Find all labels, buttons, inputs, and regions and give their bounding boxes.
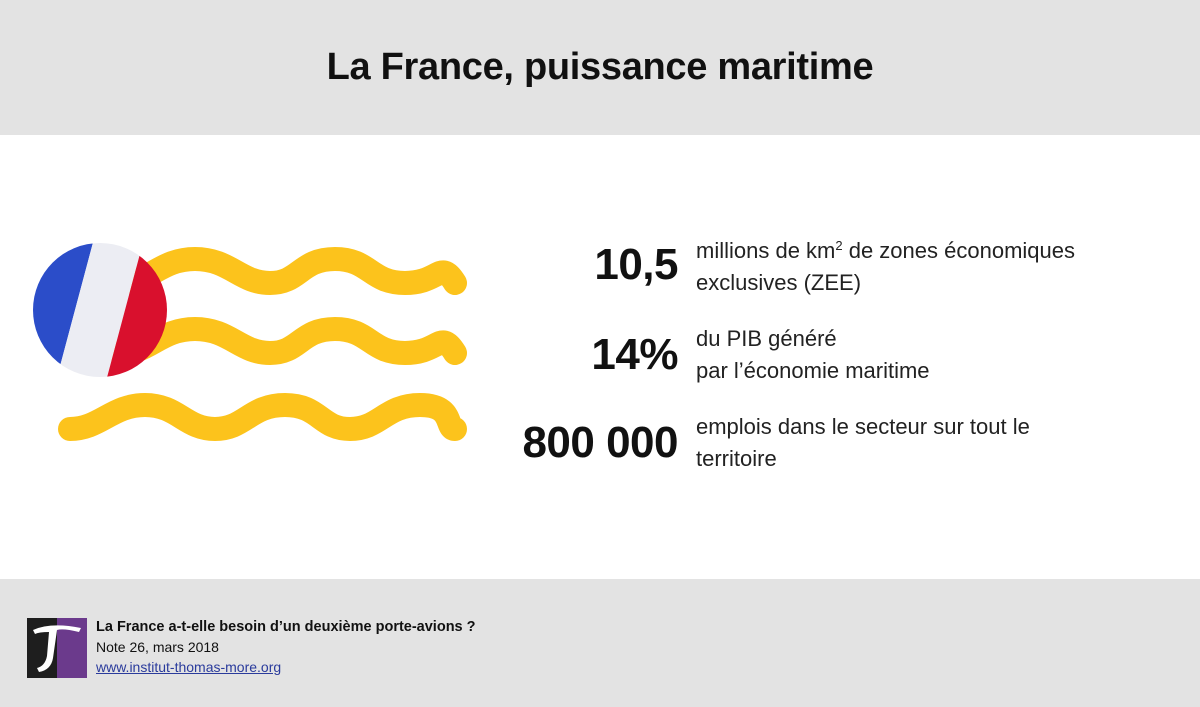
website-link[interactable]: www.institut-thomas-more.org bbox=[96, 659, 282, 675]
stats-list: 10,5 millions de km2 de zones économique… bbox=[480, 230, 1180, 499]
maritime-illustration bbox=[33, 243, 467, 442]
footer-bar: La France a-t-elle besoin d’un deuxième … bbox=[0, 579, 1200, 707]
stat-desc-line: exclusives (ZEE) bbox=[696, 270, 862, 295]
header-bar: La France, puissance maritime bbox=[0, 0, 1200, 135]
institut-logo-icon bbox=[27, 618, 87, 678]
main-content: 10,5 millions de km2 de zones économique… bbox=[0, 135, 1200, 579]
stat-zee: 10,5 millions de km2 de zones économique… bbox=[480, 230, 1180, 299]
stat-value: 14% bbox=[591, 330, 678, 379]
stat-description: emplois dans le secteur sur tout le terr… bbox=[696, 411, 1136, 475]
stat-emplois: 800 000 emplois dans le secteur sur tout… bbox=[480, 411, 1180, 475]
superscript: 2 bbox=[835, 238, 843, 253]
wave-bottom-icon bbox=[58, 392, 467, 442]
stat-description: du PIB généré par l’économie maritime bbox=[696, 323, 1136, 387]
stat-description: millions de km2 de zones économiques exc… bbox=[696, 230, 1136, 299]
footer-text: La France a-t-elle besoin d’un deuxième … bbox=[96, 617, 476, 677]
stat-desc-text: de zones économiques bbox=[842, 238, 1075, 263]
stat-pib: 14% du PIB généré par l’économie maritim… bbox=[480, 323, 1180, 387]
stat-value: 10,5 bbox=[594, 239, 678, 289]
wave-middle-icon bbox=[108, 316, 467, 366]
stat-desc-line: millions de km2 de zones économiques bbox=[696, 230, 1136, 267]
publication-note: Note 26, mars 2018 bbox=[96, 639, 219, 655]
waves bbox=[58, 246, 467, 442]
page-title: La France, puissance maritime bbox=[326, 46, 874, 88]
publication-title: La France a-t-elle besoin d’un deuxième … bbox=[96, 619, 476, 635]
stat-desc-text: millions de km bbox=[696, 238, 836, 263]
stat-desc-line: territoire bbox=[696, 446, 777, 471]
wave-top-icon bbox=[108, 246, 467, 296]
stat-desc-line: emplois dans le secteur sur tout le bbox=[696, 414, 1030, 439]
stat-value: 800 000 bbox=[522, 418, 678, 467]
stat-desc-line: par l’économie maritime bbox=[696, 358, 930, 383]
stat-desc-line: du PIB généré bbox=[696, 326, 837, 351]
